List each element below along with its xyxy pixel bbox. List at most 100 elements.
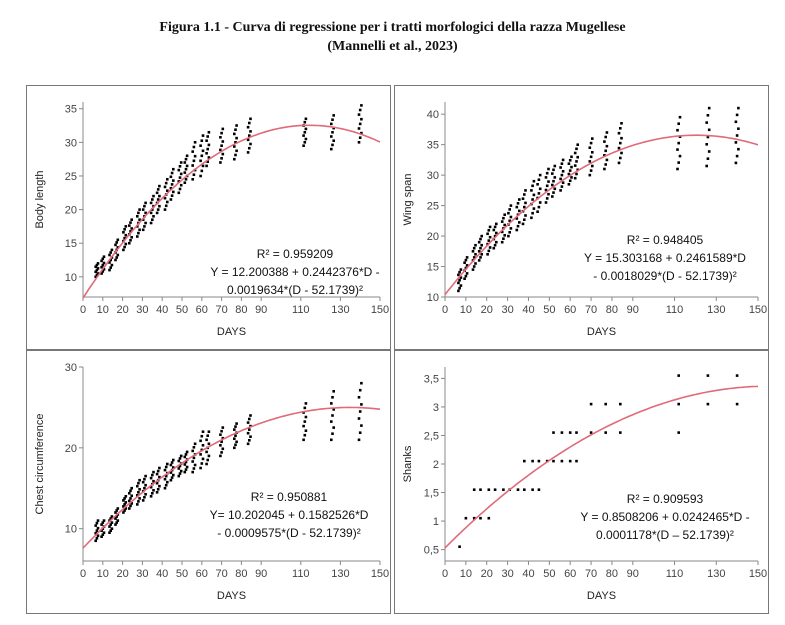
data-point bbox=[206, 135, 209, 138]
data-point bbox=[169, 186, 173, 190]
data-point bbox=[302, 411, 305, 414]
data-point bbox=[706, 114, 710, 117]
data-point bbox=[221, 152, 225, 156]
data-point bbox=[201, 134, 205, 137]
data-point bbox=[531, 488, 534, 491]
data-point bbox=[163, 486, 167, 490]
data-point bbox=[110, 248, 114, 252]
data-point bbox=[545, 171, 549, 175]
data-point bbox=[130, 218, 133, 221]
x-tick-label: 10 bbox=[460, 304, 472, 316]
x-tick-label: 50 bbox=[543, 304, 555, 316]
data-point bbox=[538, 173, 542, 177]
x-tick-label: 30 bbox=[136, 304, 148, 316]
data-point bbox=[94, 524, 97, 527]
equation-label: Y = 0.8508206 + 0.0242465*D - bbox=[580, 510, 749, 524]
data-point bbox=[170, 461, 174, 464]
data-point bbox=[110, 521, 114, 524]
data-point bbox=[172, 167, 175, 171]
data-point bbox=[619, 127, 622, 130]
y-tick-label: 40 bbox=[427, 109, 439, 121]
data-point bbox=[560, 162, 564, 165]
data-point bbox=[136, 215, 139, 218]
data-point bbox=[221, 436, 225, 440]
y-axis-label: Body length bbox=[34, 170, 46, 228]
data-point bbox=[605, 144, 609, 148]
data-point bbox=[523, 193, 526, 196]
data-point bbox=[220, 451, 223, 454]
data-point bbox=[101, 263, 105, 267]
data-point bbox=[178, 457, 182, 460]
x-axis-label: DAYS bbox=[587, 326, 616, 338]
data-point bbox=[559, 166, 562, 169]
data-point bbox=[479, 256, 482, 259]
data-point bbox=[191, 150, 194, 153]
data-point bbox=[183, 161, 187, 164]
data-point bbox=[179, 183, 183, 187]
data-point bbox=[199, 453, 202, 456]
data-point bbox=[304, 402, 308, 405]
data-point bbox=[185, 154, 189, 158]
data-point bbox=[166, 462, 169, 466]
data-point bbox=[304, 429, 308, 432]
data-point bbox=[330, 402, 333, 405]
data-point bbox=[735, 134, 739, 137]
data-point bbox=[115, 256, 118, 259]
data-point bbox=[114, 511, 117, 514]
data-point bbox=[95, 521, 99, 525]
data-point bbox=[495, 222, 498, 226]
data-point bbox=[479, 516, 482, 520]
data-point bbox=[219, 444, 222, 447]
data-point bbox=[677, 161, 680, 164]
data-point bbox=[141, 499, 145, 502]
data-point bbox=[304, 127, 308, 131]
data-point bbox=[248, 134, 251, 137]
data-point bbox=[109, 251, 112, 254]
data-point bbox=[172, 458, 175, 462]
data-point bbox=[547, 192, 550, 196]
data-point bbox=[220, 429, 223, 433]
data-point bbox=[116, 238, 120, 242]
data-point bbox=[604, 149, 607, 153]
data-point bbox=[207, 442, 211, 446]
data-point bbox=[191, 460, 194, 463]
data-point bbox=[141, 480, 145, 484]
data-point bbox=[735, 402, 739, 406]
y-tick-label: 35 bbox=[65, 104, 77, 116]
data-point bbox=[219, 433, 222, 436]
data-point bbox=[185, 164, 189, 168]
data-point bbox=[545, 184, 549, 188]
data-point bbox=[589, 169, 593, 172]
data-point bbox=[149, 201, 153, 205]
data-point bbox=[545, 197, 549, 200]
data-point bbox=[568, 431, 572, 434]
data-point bbox=[235, 149, 238, 153]
data-point bbox=[531, 198, 534, 201]
data-point bbox=[109, 258, 112, 262]
data-point bbox=[464, 516, 468, 520]
data-point bbox=[524, 214, 527, 217]
data-point bbox=[137, 211, 140, 215]
data-point bbox=[477, 259, 481, 262]
data-point bbox=[200, 139, 204, 142]
data-point bbox=[172, 190, 175, 194]
x-tick-label: 80 bbox=[235, 568, 247, 580]
x-tick-label: 60 bbox=[564, 304, 576, 316]
data-point bbox=[138, 208, 141, 211]
data-point bbox=[588, 173, 592, 177]
data-point bbox=[604, 163, 607, 166]
r-squared-label: R² = 0.950881 bbox=[251, 490, 328, 504]
data-point bbox=[129, 221, 132, 224]
data-point bbox=[178, 176, 182, 179]
data-point bbox=[193, 463, 197, 467]
data-point bbox=[248, 146, 251, 150]
x-axis-label: DAYS bbox=[587, 590, 616, 602]
data-point bbox=[246, 138, 250, 142]
data-point bbox=[488, 246, 492, 249]
data-point bbox=[603, 167, 606, 171]
data-point bbox=[357, 438, 361, 442]
data-point bbox=[136, 503, 139, 506]
data-point bbox=[156, 488, 160, 491]
data-point bbox=[201, 430, 205, 433]
